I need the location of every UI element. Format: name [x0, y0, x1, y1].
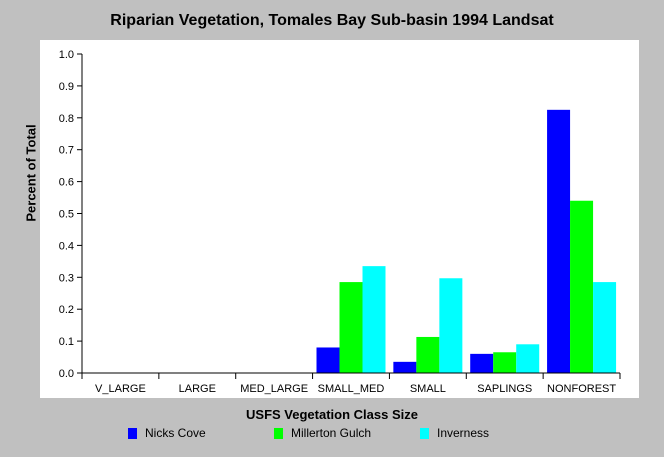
legend-label-nicks-cove: Nicks Cove [145, 426, 206, 440]
legend-item-nicks-cove: Nicks Cove [128, 426, 206, 440]
legend-swatch-millerton-gulch [274, 427, 283, 439]
bar-millerton-gulch-small [416, 336, 440, 373]
bar-nicks-cove-small [393, 361, 417, 373]
bar-inverness-small [439, 278, 463, 373]
x-tick-label-small: SMALL [410, 383, 446, 395]
bar-millerton-gulch-small-med [339, 282, 363, 373]
bar-nicks-cove-small-med [316, 347, 340, 373]
bar-inverness-saplings [516, 344, 540, 373]
legend-item-millerton-gulch: Millerton Gulch [274, 426, 371, 440]
bar-millerton-gulch-saplings [493, 352, 517, 373]
y-tick-label: 0.3 [59, 272, 74, 284]
bar-nicks-cove-saplings [470, 353, 494, 373]
bar-millerton-gulch-nonforest [570, 200, 594, 373]
bar-nicks-cove-nonforest [547, 109, 571, 373]
y-tick-label: 0.2 [59, 304, 74, 316]
y-tick-label: 0.9 [59, 81, 74, 93]
y-tick-label: 1.0 [59, 49, 74, 61]
legend-swatch-nicks-cove [128, 427, 137, 439]
y-tick-label: 0.6 [59, 177, 74, 189]
x-axis-title: USFS Vegetation Class Size [246, 407, 418, 422]
y-tick-label: 0.0 [59, 368, 74, 380]
x-tick-label-small-med: SMALL_MED [318, 383, 385, 395]
y-tick-label: 0.7 [59, 145, 74, 157]
legend-label-inverness: Inverness [437, 426, 490, 440]
legend-label-millerton-gulch: Millerton Gulch [291, 426, 372, 440]
chart-title: Riparian Vegetation, Tomales Bay Sub-bas… [110, 12, 554, 29]
x-tick-label-med-large: MED_LARGE [240, 383, 308, 395]
legend-item-inverness: Inverness [420, 426, 489, 440]
y-tick-label: 0.4 [59, 240, 74, 252]
bar-inverness-nonforest [593, 282, 617, 373]
x-tick-label-nonforest: NONFOREST [547, 383, 616, 395]
x-tick-label-v-large: V_LARGE [95, 383, 146, 395]
x-tick-label-saplings: SAPLINGS [477, 383, 532, 395]
y-tick-label: 0.1 [59, 336, 74, 348]
bar-inverness-small-med [362, 266, 386, 373]
y-tick-label: 0.5 [59, 209, 74, 221]
y-tick-label: 0.8 [59, 113, 74, 125]
legend-swatch-inverness [420, 427, 429, 439]
x-tick-label-large: LARGE [179, 383, 216, 395]
